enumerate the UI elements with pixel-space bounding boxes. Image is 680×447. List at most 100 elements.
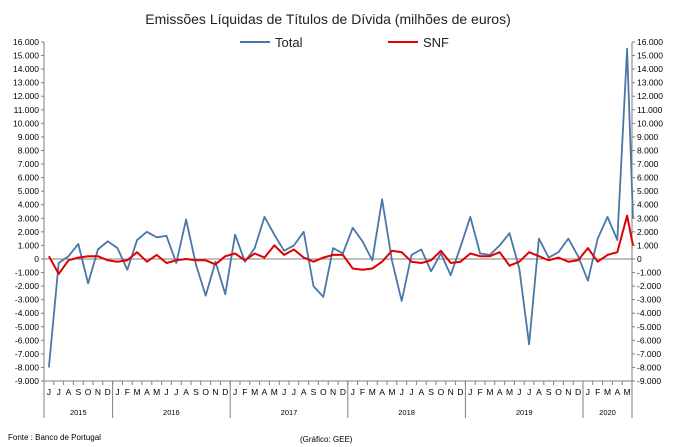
y-tick-label-right: -2.000: [637, 281, 661, 291]
y-tick-label-right: 15.000: [637, 51, 663, 61]
y-tick-label-left: 3.000: [18, 213, 40, 223]
x-month-label: O: [320, 387, 327, 397]
x-month-label: M: [388, 387, 395, 397]
y-tick-label-left: 5.000: [18, 186, 40, 196]
y-tick-label-right: 0: [637, 254, 642, 264]
source-footnote: Fonte : Banco de Portugal: [8, 433, 101, 442]
x-month-label: D: [575, 387, 581, 397]
x-month-label: A: [144, 387, 150, 397]
x-month-label: J: [233, 387, 237, 397]
x-month-label: A: [614, 387, 620, 397]
y-tick-label-left: -8.000: [15, 362, 39, 372]
y-tick-label-left: -1.000: [15, 268, 39, 278]
y-tick-label-right: 1.000: [637, 240, 659, 250]
x-month-label: O: [202, 387, 209, 397]
x-month-label: O: [438, 387, 445, 397]
x-month-label: J: [517, 387, 521, 397]
x-month-label: A: [262, 387, 268, 397]
y-tick-label-right: 3.000: [637, 213, 659, 223]
y-tick-label-right: 2.000: [637, 227, 659, 237]
y-tick-label-left: -3.000: [15, 295, 39, 305]
x-month-label: S: [193, 387, 199, 397]
y-tick-label-right: 12.000: [637, 91, 663, 101]
series-line-total: [48, 47, 634, 368]
x-month-label: J: [409, 387, 413, 397]
y-tick-label-left: 10.000: [13, 118, 39, 128]
y-tick-label-right: -3.000: [637, 295, 661, 305]
x-month-label: M: [134, 387, 141, 397]
x-month-label: F: [595, 387, 600, 397]
y-tick-label-left: -9.000: [15, 376, 39, 386]
y-tick-label-right: 9.000: [637, 132, 659, 142]
y-tick-label-right: 8.000: [637, 145, 659, 155]
credit-footnote: (Gráfico: GEE): [300, 435, 353, 444]
y-tick-label-left: 9.000: [18, 132, 40, 142]
x-month-label: S: [428, 387, 434, 397]
y-tick-label-left: 7.000: [18, 159, 40, 169]
x-month-label: M: [369, 387, 376, 397]
x-month-label: F: [477, 387, 482, 397]
y-tick-label-right: 16.000: [637, 37, 663, 47]
legend: Total SNF: [240, 35, 449, 50]
y-tick-label-right: 6.000: [637, 173, 659, 183]
y-tick-label-right: 11.000: [637, 105, 663, 115]
x-month-label: D: [457, 387, 463, 397]
y-tick-label-left: 12.000: [13, 91, 39, 101]
x-month-label: N: [212, 387, 218, 397]
x-year-label: 2018: [398, 408, 415, 417]
x-month-label: F: [125, 387, 130, 397]
y-tick-label-left: 6.000: [18, 173, 40, 183]
y-tick-label-left: 13.000: [13, 78, 39, 88]
x-month-label: N: [95, 387, 101, 397]
x-month-label: M: [506, 387, 513, 397]
x-month-label: J: [586, 387, 590, 397]
y-tick-label-right: -9.000: [637, 376, 661, 386]
x-month-label: A: [183, 387, 189, 397]
x-month-label: N: [565, 387, 571, 397]
y-tick-label-left: -4.000: [15, 308, 39, 318]
y-tick-label-right: -5.000: [637, 322, 661, 332]
x-year-label: 2016: [163, 408, 180, 417]
y-tick-label-left: 11.000: [14, 105, 40, 115]
x-month-label: J: [351, 387, 355, 397]
y-tick-label-left: -6.000: [15, 335, 39, 345]
y-tick-label-right: -8.000: [637, 362, 661, 372]
y-tick-label-right: 14.000: [637, 64, 663, 74]
x-month-label: S: [75, 387, 81, 397]
y-tick-label-left: -2.000: [15, 281, 39, 291]
x-year-label: 2017: [281, 408, 298, 417]
x-month-label: J: [115, 387, 119, 397]
y-tick-label-left: 15.000: [13, 51, 39, 61]
y-tick-label-left: -7.000: [15, 349, 39, 359]
x-month-label: M: [486, 387, 493, 397]
y-tick-label-left: 1.000: [18, 240, 40, 250]
x-month-label: A: [536, 387, 542, 397]
x-month-label: S: [546, 387, 552, 397]
x-month-label: A: [66, 387, 72, 397]
x-month-label: J: [527, 387, 531, 397]
x-month-label: F: [242, 387, 247, 397]
x-month-label: N: [448, 387, 454, 397]
x-month-label: A: [497, 387, 503, 397]
x-month-label: A: [379, 387, 385, 397]
x-month-label: M: [251, 387, 258, 397]
y-tick-label-left: 14.000: [13, 64, 39, 74]
x-month-label: D: [105, 387, 111, 397]
y-tick-label-right: -1.000: [637, 268, 661, 278]
y-tick-label-right: 10.000: [637, 118, 663, 128]
x-year-label: 2015: [70, 408, 87, 417]
y-tick-label-right: -7.000: [637, 349, 661, 359]
x-month-label: D: [340, 387, 346, 397]
x-month-label: M: [153, 387, 160, 397]
x-month-label: O: [85, 387, 92, 397]
x-year-label: 2020: [599, 408, 616, 417]
x-month-label: F: [360, 387, 365, 397]
y-tick-label-right: 13.000: [637, 78, 663, 88]
x-month-label: N: [330, 387, 336, 397]
x-month-label: J: [292, 387, 296, 397]
axes: 16.000 16.000 15.000 15.000 14.000 14.000 13.0…: [13, 37, 663, 418]
x-month-label: J: [164, 387, 168, 397]
legend-label-total: Total: [275, 35, 303, 50]
